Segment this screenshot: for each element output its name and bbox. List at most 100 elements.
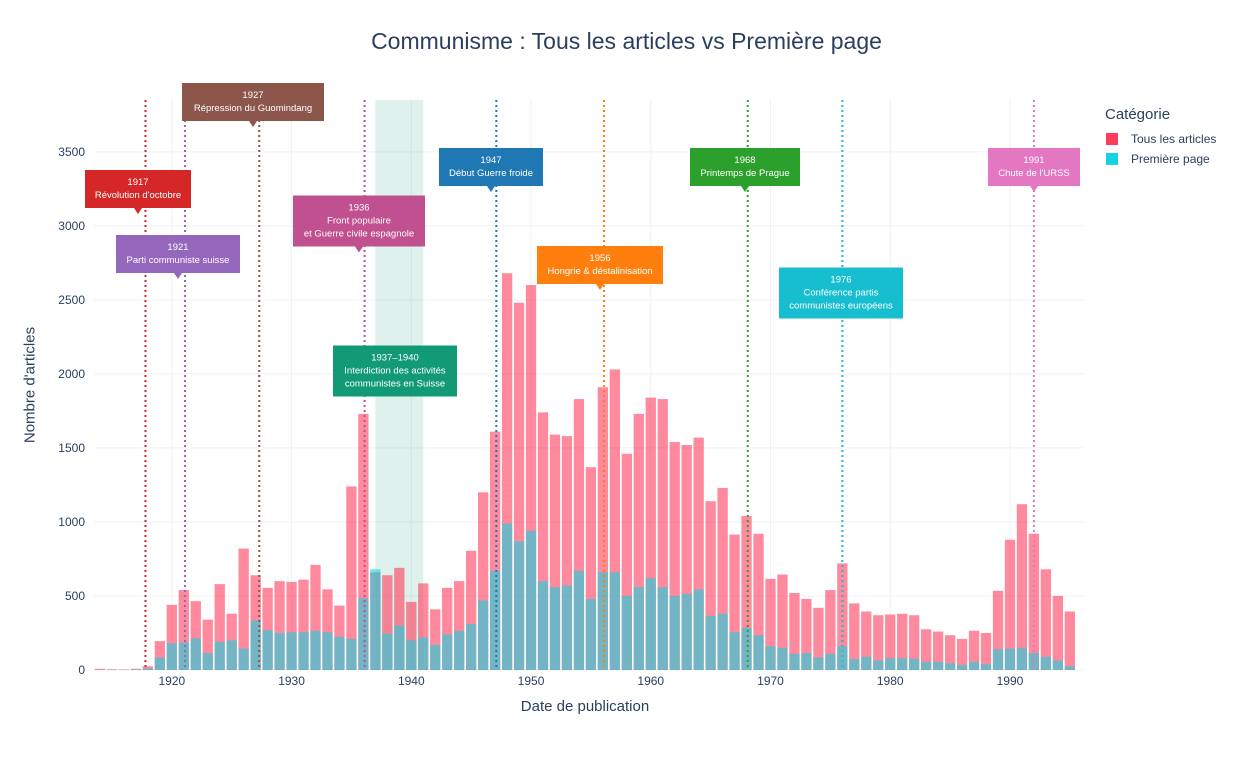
bar-front-page xyxy=(298,632,309,670)
bar-front-page xyxy=(765,646,776,670)
bar-all-articles xyxy=(1052,595,1064,670)
bar-front-page xyxy=(609,572,620,670)
bar-front-page xyxy=(286,632,297,670)
bar-front-page xyxy=(813,657,824,670)
bar-front-page xyxy=(729,632,740,670)
bar-all-articles xyxy=(214,584,225,670)
annotation-text: Répression du Guomindang xyxy=(194,103,312,114)
bar-all-articles xyxy=(430,609,441,670)
bar-all-articles xyxy=(717,487,728,670)
bar-front-page xyxy=(202,652,213,670)
y-tick-label: 3500 xyxy=(58,145,85,159)
annotation-text: Conférence partis xyxy=(804,288,879,299)
bar-front-page xyxy=(992,649,1004,670)
bar-all-articles xyxy=(418,583,429,670)
bar-all-articles xyxy=(1004,539,1016,670)
bar-front-page xyxy=(442,634,453,670)
bar-all-articles xyxy=(992,590,1004,670)
bar-all-articles xyxy=(262,587,273,670)
bar-all-articles xyxy=(813,607,824,670)
bar-all-articles xyxy=(238,548,249,670)
bar-front-page xyxy=(717,613,728,670)
bar-all-articles xyxy=(693,437,704,670)
bar-front-page xyxy=(705,615,716,670)
bar-all-articles xyxy=(322,589,333,670)
bar-front-page xyxy=(753,635,764,670)
annotation-year: 1936 xyxy=(348,203,369,214)
bar-all-articles xyxy=(645,397,656,670)
bar-front-page xyxy=(250,620,261,670)
bar-front-page xyxy=(226,640,237,670)
bar-front-page xyxy=(382,633,393,670)
bar-all-articles xyxy=(741,516,752,670)
bar-all-articles xyxy=(477,492,489,670)
bar-all-articles xyxy=(106,669,118,670)
bar-front-page xyxy=(274,632,285,670)
annotation-year: 1921 xyxy=(167,242,188,253)
bar-front-page xyxy=(166,643,177,670)
bar-all-articles xyxy=(885,614,896,670)
bar-all-articles xyxy=(142,666,154,670)
annotation-year: 1947 xyxy=(480,155,501,166)
bar-front-page xyxy=(466,624,477,670)
annotation-text: Parti communiste suisse xyxy=(127,255,230,266)
bar-front-page xyxy=(633,587,644,670)
bar-front-page xyxy=(968,661,980,670)
bar-front-page xyxy=(178,642,189,670)
bar-front-page xyxy=(190,638,201,670)
bar-all-articles xyxy=(921,629,932,670)
bar-front-page xyxy=(418,637,429,670)
bar-front-page xyxy=(885,658,896,670)
legend-item-all-articles[interactable]: Tous les articles xyxy=(1105,129,1216,149)
bar-all-articles xyxy=(932,631,944,670)
legend-item-front-page[interactable]: Première page xyxy=(1105,149,1216,169)
bar-all-articles xyxy=(633,413,644,670)
bar-all-articles xyxy=(909,615,920,670)
bar-all-articles xyxy=(154,641,166,670)
bar-front-page xyxy=(789,653,800,670)
bar-all-articles xyxy=(980,632,992,670)
legend-label-all-articles: Tous les articles xyxy=(1131,132,1217,146)
bar-all-articles xyxy=(118,669,130,670)
bar-all-articles xyxy=(861,611,872,670)
bar-front-page xyxy=(801,652,812,670)
bar-front-page xyxy=(549,587,561,670)
bar-front-page xyxy=(837,646,848,670)
bar-all-articles xyxy=(346,486,357,670)
bar-front-page xyxy=(873,660,884,670)
bar-all-articles xyxy=(525,285,537,670)
bar-all-articles xyxy=(358,413,369,670)
bar-all-articles xyxy=(454,581,465,670)
y-tick-label: 1500 xyxy=(58,441,85,455)
bar-all-articles xyxy=(585,467,597,670)
annotation-box xyxy=(988,148,1080,186)
annotation-arrow xyxy=(249,121,257,127)
bar-all-articles xyxy=(669,442,680,670)
bar-all-articles xyxy=(681,444,692,670)
bar-front-page xyxy=(921,661,932,670)
annotation-box xyxy=(690,148,800,186)
bar-all-articles xyxy=(1064,611,1075,670)
bar-front-page xyxy=(657,587,668,670)
bar-all-articles xyxy=(549,434,561,670)
bar-all-articles xyxy=(561,436,573,670)
annotation-text: Interdiction des activités xyxy=(344,366,446,377)
legend-label-front-page: Première page xyxy=(1131,152,1210,166)
bar-all-articles xyxy=(609,369,620,670)
bar-all-articles xyxy=(442,587,453,670)
annotation-arrow xyxy=(596,284,604,290)
bar-front-page xyxy=(573,570,585,670)
bar-front-page xyxy=(1040,656,1052,670)
bar-all-articles xyxy=(489,431,501,670)
bar-front-page xyxy=(980,664,992,670)
bar-all-articles xyxy=(274,581,285,670)
bar-all-articles xyxy=(466,550,477,670)
bar-front-page xyxy=(561,585,573,670)
annotation-text: Chute de l'URSS xyxy=(998,168,1070,179)
bar-front-page xyxy=(513,541,525,670)
bar-front-page xyxy=(489,570,501,670)
bar-all-articles xyxy=(705,501,716,670)
bar-front-page xyxy=(956,664,968,670)
annotation-box xyxy=(439,148,543,186)
